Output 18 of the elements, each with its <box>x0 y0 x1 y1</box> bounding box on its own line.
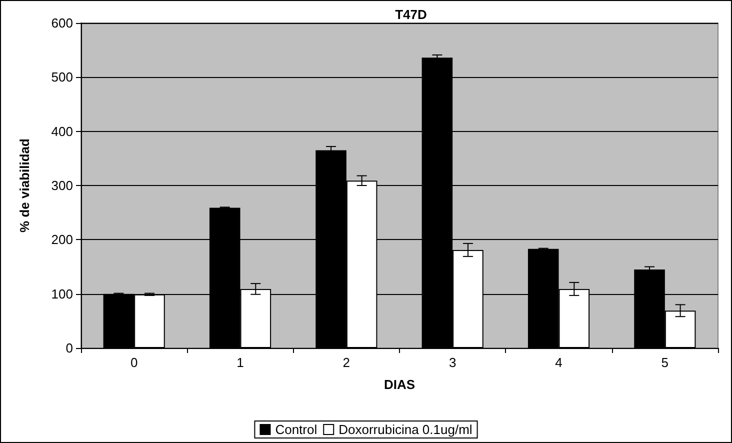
y-tick-label: 200 <box>51 232 73 248</box>
x-tick-label: 1 <box>236 355 244 370</box>
legend-label: Doxorrubicina 0.1ug/ml <box>338 422 472 437</box>
x-tick-label: 0 <box>130 355 138 370</box>
x-axis-title: DIAS <box>384 377 416 392</box>
y-axis-title: % de viabilidad <box>17 138 32 232</box>
x-tick-label: 5 <box>661 355 669 370</box>
y-tick-label: 0 <box>66 340 73 356</box>
y-tick-label: 300 <box>51 178 73 193</box>
y-tick-label: 400 <box>51 124 73 139</box>
y-tick-label: 100 <box>51 286 73 302</box>
y-tick-label: 600 <box>51 16 73 30</box>
x-tick-label: 3 <box>448 355 456 370</box>
x-tick-label: 2 <box>342 355 350 370</box>
y-tick-label: 500 <box>51 70 73 85</box>
chart-title: T47D <box>395 7 427 22</box>
x-tick-label: 4 <box>555 355 562 370</box>
legend-label: Control <box>275 422 318 437</box>
